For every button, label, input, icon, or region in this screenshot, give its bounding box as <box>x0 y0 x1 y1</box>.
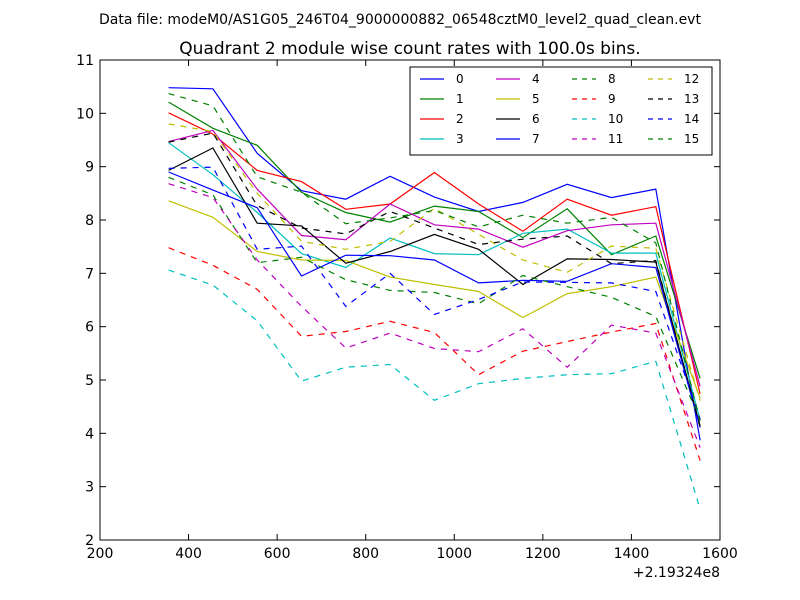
series-line-8 <box>168 176 701 421</box>
series-line-9 <box>168 247 701 461</box>
y-tick-label: 3 <box>85 480 94 496</box>
y-tick-label: 8 <box>85 213 94 229</box>
legend-label-5: 5 <box>532 92 540 106</box>
y-tick-label: 6 <box>85 320 94 336</box>
series-line-1 <box>168 101 701 379</box>
y-tick-label: 4 <box>85 426 94 442</box>
series-line-6 <box>168 147 701 427</box>
y-tick-label: 9 <box>85 160 94 176</box>
legend-label-13: 13 <box>684 92 699 106</box>
series-lines <box>168 87 701 510</box>
series-line-12 <box>168 123 701 401</box>
chart-title: Quadrant 2 module wise count rates with … <box>179 39 640 59</box>
legend-label-10: 10 <box>608 112 623 126</box>
y-tick-label: 11 <box>76 53 94 69</box>
series-line-11 <box>168 183 701 448</box>
legend-label-15: 15 <box>684 132 699 146</box>
legend-frame <box>409 66 713 156</box>
legend-label-11: 11 <box>608 132 623 146</box>
x-tick-label: 1400 <box>614 546 650 562</box>
x-tick-label: 1200 <box>525 546 561 562</box>
y-tick-label: 10 <box>76 106 94 122</box>
series-line-0 <box>168 87 701 441</box>
x-tick-label: 400 <box>175 546 202 562</box>
legend-label-3: 3 <box>456 132 464 146</box>
x-tick-label: 200 <box>87 546 114 562</box>
y-tick-label: 2 <box>85 533 94 549</box>
series-line-5 <box>168 200 701 399</box>
x-tick-label: 800 <box>352 546 379 562</box>
series-line-4 <box>168 129 701 387</box>
series-line-3 <box>168 142 701 421</box>
y-tick-label: 7 <box>85 266 94 282</box>
x-tick-label: 600 <box>264 546 291 562</box>
series-line-10 <box>168 269 701 510</box>
legend-label-4: 4 <box>532 72 540 86</box>
legend-label-1: 1 <box>456 92 464 106</box>
axes-frame <box>99 59 721 541</box>
legend-label-14: 14 <box>684 112 699 126</box>
legend-label-7: 7 <box>532 132 540 146</box>
legend-label-8: 8 <box>608 72 616 86</box>
legend-label-9: 9 <box>608 92 616 106</box>
x-axis-offset-label: +2.19324e8 <box>633 565 720 581</box>
y-tick-label: 5 <box>85 373 94 389</box>
x-tick-label: 1000 <box>436 546 472 562</box>
series-line-7 <box>168 171 701 428</box>
series-line-13 <box>168 132 701 428</box>
legend-label-6: 6 <box>532 112 540 126</box>
legend-label-0: 0 <box>456 72 464 86</box>
data-file-title: Data file: modeM0/AS1G05_246T04_90000008… <box>99 12 701 28</box>
x-tick-label: 1600 <box>702 546 738 562</box>
legend-label-2: 2 <box>456 112 464 126</box>
legend-label-12: 12 <box>684 72 699 86</box>
series-line-14 <box>168 166 701 420</box>
series-line-2 <box>168 112 701 395</box>
